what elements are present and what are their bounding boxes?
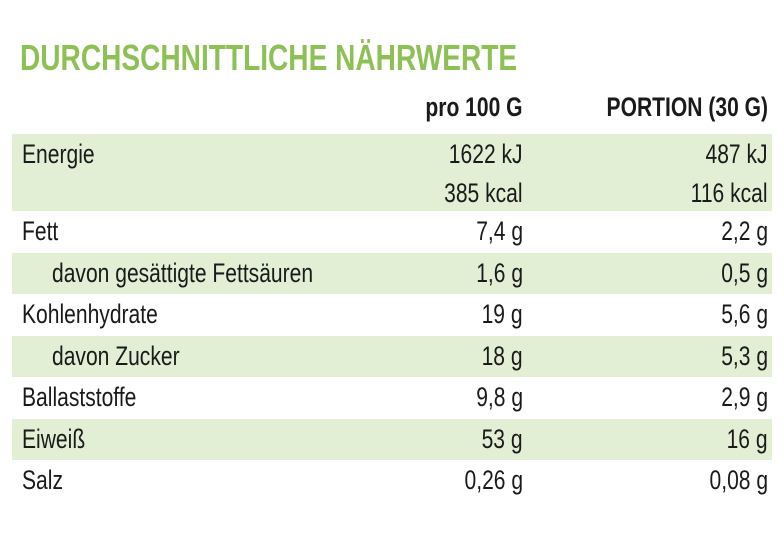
row-label: Eiweiß: [22, 423, 86, 454]
row-background: [12, 335, 772, 377]
title: DURCHSCHNITTLICHE NÄHRWERTE: [20, 37, 518, 78]
value-portion: 16 g: [727, 423, 768, 454]
value-portion: 2,9 g: [721, 382, 768, 412]
row-label: Energie: [22, 139, 95, 169]
value-portion: 116 kcal: [691, 177, 768, 208]
value-per-100g: 7,4 g: [476, 216, 523, 246]
row-label: Kohlenhydrate: [22, 299, 158, 329]
row-label: Salz: [22, 465, 63, 495]
row-label: davon gesättigte Fettsäuren: [52, 257, 314, 288]
value-per-100g: 53 g: [482, 423, 523, 454]
value-portion: 2,2 g: [721, 216, 768, 246]
value-per-100g: 19 g: [482, 299, 523, 329]
row-background: [12, 134, 772, 211]
value-portion: 0,5 g: [721, 257, 768, 288]
value-portion: 5,3 g: [721, 340, 768, 371]
value-portion: 0,08 g: [709, 465, 768, 495]
value-per-100g: 385 kcal: [444, 177, 523, 208]
value-per-100g: 1622 kJ: [449, 139, 523, 169]
row-label: davon Zucker: [52, 340, 180, 371]
column-header: pro 100 G: [425, 92, 523, 122]
value-portion: 5,6 g: [721, 299, 768, 329]
value-portion: 487 kJ: [705, 139, 768, 169]
row-background: [12, 252, 772, 294]
value-per-100g: 0,26 g: [464, 465, 523, 495]
row-label: Ballaststoffe: [22, 382, 137, 412]
row-background: [12, 418, 772, 460]
value-per-100g: 18 g: [482, 340, 523, 371]
value-per-100g: 9,8 g: [476, 382, 523, 412]
row-label: Fett: [22, 216, 59, 246]
column-header: PORTION (30 G): [606, 92, 768, 122]
value-per-100g: 1,6 g: [476, 257, 523, 288]
